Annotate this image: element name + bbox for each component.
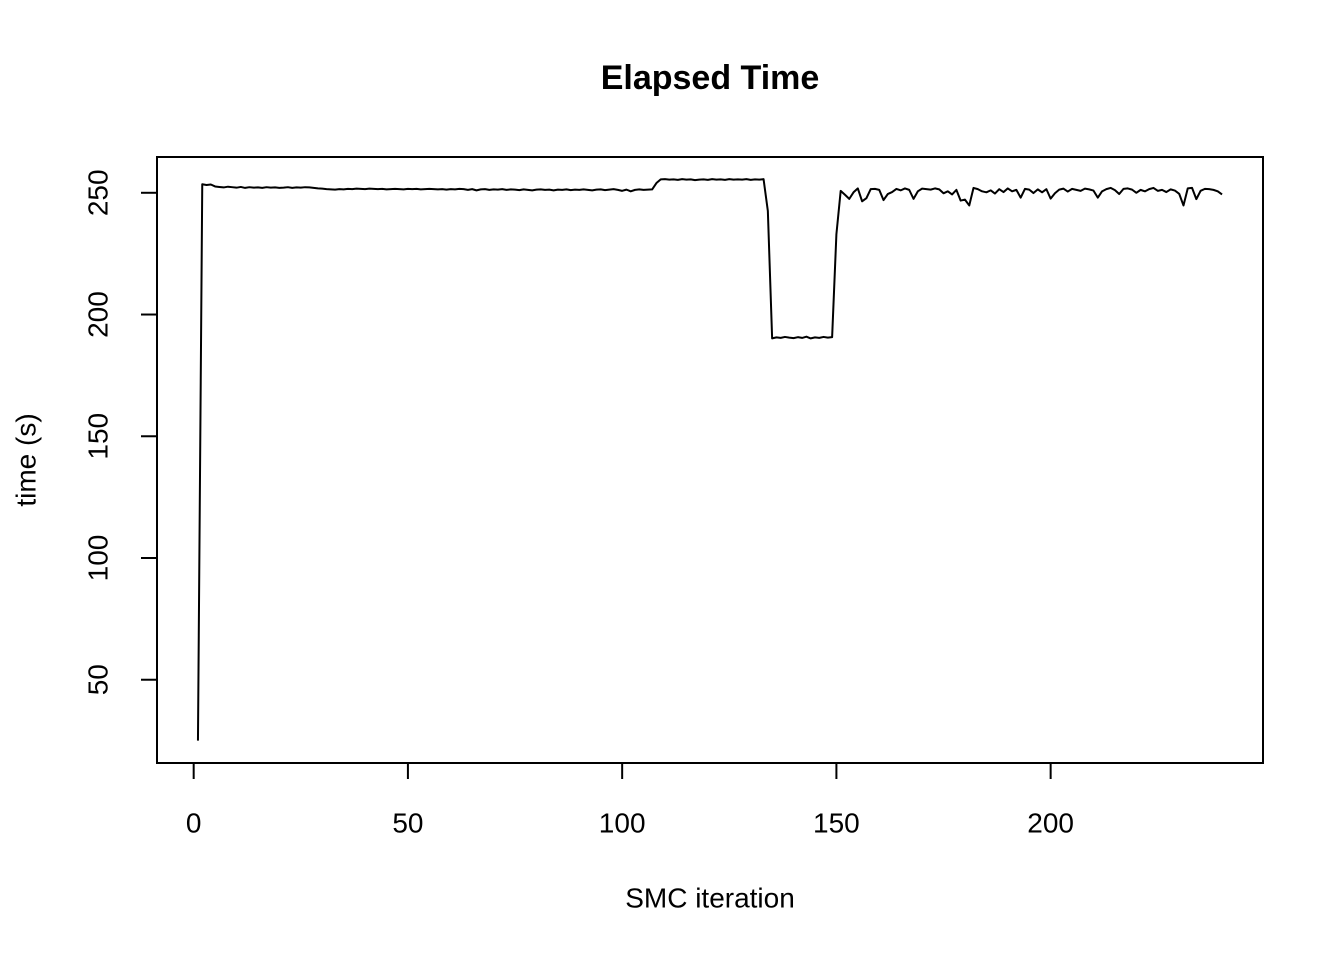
- x-tick-label: 200: [1027, 807, 1074, 838]
- x-axis-label: SMC iteration: [625, 882, 795, 913]
- data-line: [196, 178, 1223, 741]
- x-tick-label: 100: [599, 807, 646, 838]
- y-tick-label: 100: [82, 535, 113, 582]
- plot-box: [156, 156, 1264, 764]
- x-tick-label: 50: [392, 807, 423, 838]
- y-tick-label: 50: [82, 664, 113, 695]
- y-tick-label: 150: [82, 413, 113, 460]
- y-tick-label: 250: [82, 169, 113, 216]
- x-tick-label: 0: [186, 807, 202, 838]
- y-tick-label: 200: [82, 291, 113, 338]
- y-axis-label: time (s): [10, 413, 41, 506]
- chart-title: Elapsed Time: [601, 59, 820, 97]
- x-tick-label: 150: [813, 807, 860, 838]
